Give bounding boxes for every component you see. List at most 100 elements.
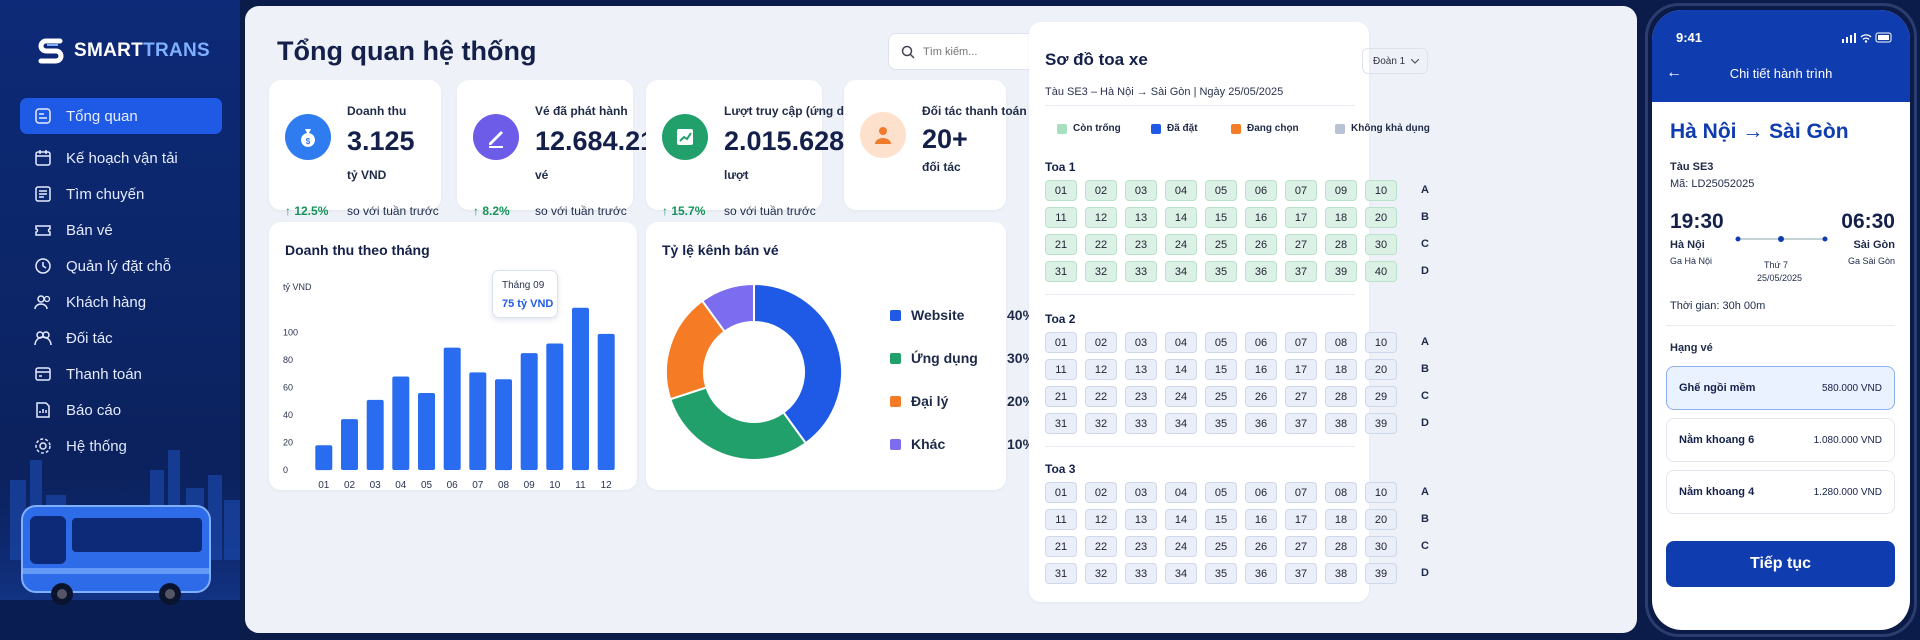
seat[interactable]: 10 xyxy=(1365,482,1397,503)
seat[interactable]: 01 xyxy=(1045,180,1077,201)
seat[interactable]: 26 xyxy=(1245,536,1277,557)
seat[interactable]: 13 xyxy=(1125,509,1157,530)
seat[interactable]: 28 xyxy=(1325,386,1357,407)
seat[interactable]: 25 xyxy=(1205,386,1237,407)
sidebar-item-3[interactable]: Bán vé xyxy=(20,212,222,248)
bar-06[interactable] xyxy=(443,347,461,470)
seat[interactable]: 32 xyxy=(1085,563,1117,584)
seat[interactable]: 11 xyxy=(1045,509,1077,530)
seat[interactable]: 39 xyxy=(1365,563,1397,584)
seat[interactable]: 34 xyxy=(1165,261,1197,282)
seat[interactable]: 06 xyxy=(1245,482,1277,503)
seat[interactable]: 07 xyxy=(1285,332,1317,353)
seat[interactable]: 28 xyxy=(1325,536,1357,557)
search-input[interactable] xyxy=(923,45,1043,58)
seat[interactable]: 15 xyxy=(1205,509,1237,530)
bar-11[interactable] xyxy=(572,307,589,471)
seat[interactable]: 27 xyxy=(1285,536,1317,557)
seat[interactable]: 05 xyxy=(1205,332,1237,353)
seat[interactable]: 38 xyxy=(1325,563,1357,584)
seat[interactable]: 05 xyxy=(1205,482,1237,503)
seat[interactable]: 17 xyxy=(1285,359,1317,380)
bar-03[interactable] xyxy=(366,399,384,470)
seat[interactable]: 20 xyxy=(1365,207,1397,228)
seat[interactable]: 01 xyxy=(1045,482,1077,503)
seat[interactable]: 37 xyxy=(1285,563,1317,584)
seat[interactable]: 30 xyxy=(1365,234,1397,255)
seat[interactable]: 08 xyxy=(1325,482,1357,503)
seat[interactable]: 03 xyxy=(1125,482,1157,503)
seat[interactable]: 09 xyxy=(1325,180,1357,201)
seat[interactable]: 07 xyxy=(1285,482,1317,503)
seat[interactable]: 18 xyxy=(1325,207,1357,228)
seat[interactable]: 04 xyxy=(1165,332,1197,353)
seat[interactable]: 11 xyxy=(1045,207,1077,228)
bar-08[interactable] xyxy=(495,379,512,471)
seat[interactable]: 22 xyxy=(1085,386,1117,407)
bar-04[interactable] xyxy=(392,376,410,471)
seat[interactable]: 02 xyxy=(1085,180,1117,201)
seat[interactable]: 25 xyxy=(1205,536,1237,557)
seat[interactable]: 06 xyxy=(1245,332,1277,353)
seat[interactable]: 36 xyxy=(1245,413,1277,434)
seat[interactable]: 18 xyxy=(1325,359,1357,380)
seat[interactable]: 29 xyxy=(1365,386,1397,407)
seat[interactable]: 10 xyxy=(1365,180,1397,201)
seat[interactable]: 37 xyxy=(1285,413,1317,434)
sidebar-item-7[interactable]: Thanh toán xyxy=(20,356,222,392)
seat[interactable]: 38 xyxy=(1325,413,1357,434)
seat[interactable]: 23 xyxy=(1125,536,1157,557)
ticket-tier-option[interactable]: Nằm khoang 6 1.080.000 VND xyxy=(1666,418,1895,462)
sidebar-item-4[interactable]: Quản lý đặt chỗ xyxy=(20,248,222,284)
seat[interactable]: 31 xyxy=(1045,413,1077,434)
seat[interactable]: 35 xyxy=(1205,563,1237,584)
seat[interactable]: 07 xyxy=(1285,180,1317,201)
seat[interactable]: 06 xyxy=(1245,180,1277,201)
seat[interactable]: 31 xyxy=(1045,261,1077,282)
continue-button[interactable]: Tiếp tục xyxy=(1666,541,1895,587)
seat[interactable]: 03 xyxy=(1125,332,1157,353)
seat[interactable]: 02 xyxy=(1085,482,1117,503)
seat[interactable]: 22 xyxy=(1085,234,1117,255)
seat[interactable]: 23 xyxy=(1125,386,1157,407)
seat[interactable]: 21 xyxy=(1045,536,1077,557)
seat[interactable]: 35 xyxy=(1205,261,1237,282)
seat[interactable]: 05 xyxy=(1205,180,1237,201)
seat[interactable]: 34 xyxy=(1165,563,1197,584)
sidebar-item-5[interactable]: Khách hàng xyxy=(20,284,222,320)
seat[interactable]: 33 xyxy=(1125,261,1157,282)
seat[interactable]: 28 xyxy=(1325,234,1357,255)
donut-slice-1[interactable] xyxy=(669,386,808,461)
seat[interactable]: 31 xyxy=(1045,563,1077,584)
seat[interactable]: 27 xyxy=(1285,234,1317,255)
sidebar-item-6[interactable]: Đối tác xyxy=(20,320,222,356)
donut-slice-0[interactable] xyxy=(753,282,843,445)
seat[interactable]: 40 xyxy=(1365,261,1397,282)
seat[interactable]: 14 xyxy=(1165,359,1197,380)
seat[interactable]: 16 xyxy=(1245,207,1277,228)
seat[interactable]: 36 xyxy=(1245,563,1277,584)
sidebar-item-0[interactable]: Tổng quan xyxy=(20,98,222,134)
bar-12[interactable] xyxy=(597,333,615,470)
seat[interactable]: 04 xyxy=(1165,482,1197,503)
seat[interactable]: 13 xyxy=(1125,359,1157,380)
seat[interactable]: 01 xyxy=(1045,332,1077,353)
seat[interactable]: 17 xyxy=(1285,207,1317,228)
seat[interactable]: 18 xyxy=(1325,509,1357,530)
seat[interactable]: 24 xyxy=(1165,536,1197,557)
seat[interactable]: 24 xyxy=(1165,234,1197,255)
seat[interactable]: 36 xyxy=(1245,261,1277,282)
seat[interactable]: 20 xyxy=(1365,509,1397,530)
seat[interactable]: 15 xyxy=(1205,207,1237,228)
seat[interactable]: 37 xyxy=(1285,261,1317,282)
seat[interactable]: 33 xyxy=(1125,563,1157,584)
bar-02[interactable] xyxy=(341,419,358,470)
bar-07[interactable] xyxy=(469,372,487,470)
seat[interactable]: 12 xyxy=(1085,359,1117,380)
seat[interactable]: 11 xyxy=(1045,359,1077,380)
seat[interactable]: 26 xyxy=(1245,386,1277,407)
seat[interactable]: 27 xyxy=(1285,386,1317,407)
seat[interactable]: 14 xyxy=(1165,509,1197,530)
seat[interactable]: 26 xyxy=(1245,234,1277,255)
coach-select[interactable]: Đoàn 1 xyxy=(1362,48,1428,74)
